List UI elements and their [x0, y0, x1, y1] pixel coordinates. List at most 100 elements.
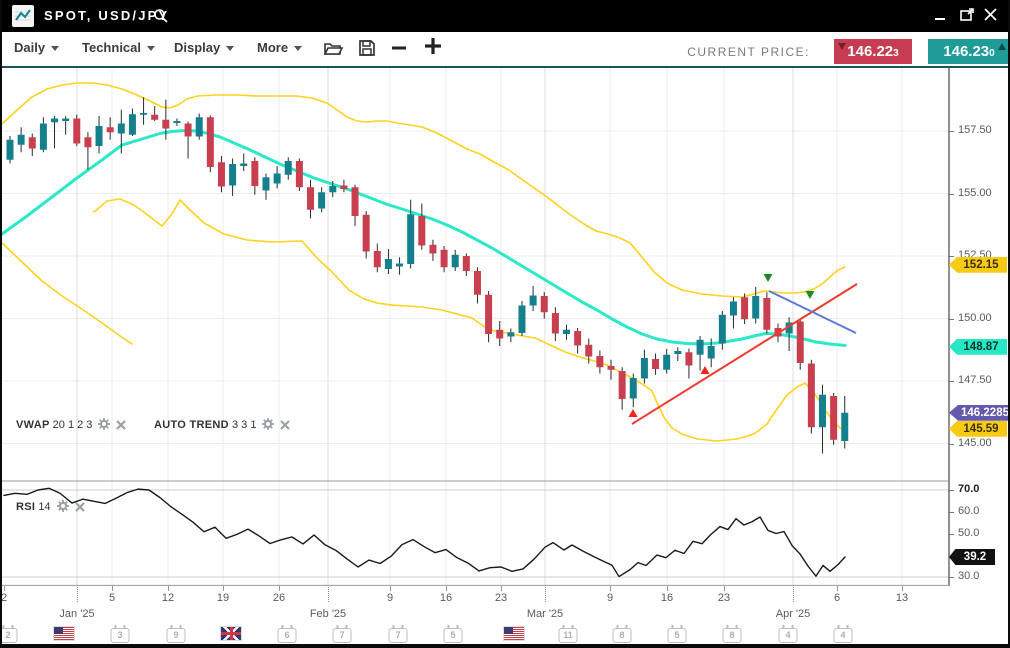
price-axis-line[interactable] [948, 68, 950, 586]
current-price-label: CURRENT PRICE: [687, 45, 810, 59]
month-tick [793, 587, 795, 602]
price-axis-tick [948, 256, 954, 257]
close-x-icon[interactable] [280, 420, 291, 433]
menu-display[interactable]: Display [174, 40, 235, 55]
date-tick [610, 586, 611, 591]
date-tick [168, 586, 169, 591]
price-axis-tick [948, 381, 954, 382]
date-tick [837, 586, 838, 591]
candle-up [396, 263, 404, 267]
rsi-axis-tick [948, 577, 954, 578]
price-axis-label: 150.00 [958, 311, 992, 324]
close-icon[interactable] [982, 6, 1000, 24]
menu-daily[interactable]: Daily [14, 40, 60, 55]
popout-button[interactable] [958, 6, 976, 24]
candle-up [117, 123, 125, 134]
price-axis-tick [948, 443, 954, 445]
month-tick [77, 587, 79, 602]
candle-down [652, 359, 660, 369]
menu-technical[interactable]: Technical [82, 40, 156, 55]
zoom-in-icon[interactable] [422, 35, 444, 64]
calendar-event-icon: 5 [667, 625, 687, 643]
gear-icon[interactable] [56, 500, 69, 515]
candle-down [551, 313, 559, 334]
candle-down [340, 185, 348, 189]
calendar-event-icon: 2 [2, 625, 18, 643]
candle-down [574, 331, 582, 346]
gear-icon[interactable] [262, 418, 275, 433]
month-label: Jan '25 [59, 608, 95, 620]
calendar-event-icon: 8 [612, 625, 632, 643]
candle-up [507, 332, 515, 337]
month-tick [328, 587, 330, 602]
price-badge: 148.87 [949, 338, 1007, 355]
date-label: 5 [108, 592, 116, 604]
date-tick [902, 586, 903, 591]
auto-trend-legend: AUTO TREND 3 3 1 [154, 418, 291, 433]
close-x-icon[interactable] [116, 420, 127, 433]
rsi-axis-label: 50.0 [958, 526, 980, 539]
window-titlebar: SPOT, USD/JPY [2, 0, 1008, 32]
candle-down [807, 363, 815, 428]
date-label: 23 [494, 592, 508, 604]
date-label: 16 [660, 592, 674, 604]
candle-down [28, 137, 36, 149]
menu-more[interactable]: More [257, 40, 303, 55]
candle-down [540, 296, 548, 313]
save-icon[interactable] [357, 38, 377, 63]
candle-up [563, 329, 570, 334]
flag-us-flag-icon [54, 627, 74, 640]
candle-up [785, 322, 793, 334]
date-tick [667, 586, 668, 591]
candle-down [73, 118, 81, 144]
date-label: 16 [439, 592, 453, 604]
date-tick [724, 586, 725, 591]
candle-up [529, 295, 537, 306]
price-up-arrow-icon [998, 43, 1006, 50]
vwap-lower-band [93, 198, 848, 442]
window-title: SPOT, USD/JPY [44, 8, 170, 23]
candle-down [184, 123, 192, 137]
month-label: Feb '25 [309, 608, 347, 620]
candle-up [6, 139, 14, 160]
app-logo [12, 5, 34, 27]
toolbar: Daily Technical Display More CURRENT PRI… [2, 32, 1008, 68]
candle-down [251, 161, 259, 186]
folder-open-icon[interactable] [322, 38, 344, 63]
chevron-down-icon [147, 46, 156, 52]
calendar-event-icon: 4 [778, 625, 798, 643]
candle-up [629, 378, 637, 399]
calendar-event-icon: 5 [443, 625, 463, 643]
time-axis[interactable]: 2 5 12 19 26 9 16 23 9 16 23 6 13 Jan '25 Feb '25 Mar '… [2, 586, 948, 644]
candle-down [106, 127, 114, 133]
date-tick [112, 586, 113, 591]
candle-down [295, 161, 303, 188]
search-icon[interactable] [153, 8, 169, 29]
candle-down [373, 251, 381, 268]
price-axis-tick [948, 318, 954, 320]
candle-up [696, 339, 704, 355]
buy-signal-triangle [700, 366, 710, 374]
vwap-line [2, 129, 847, 347]
close-x-icon[interactable] [74, 502, 85, 515]
minimize-button[interactable] [932, 6, 950, 24]
candle-up [663, 354, 671, 370]
candle-up [62, 118, 70, 121]
rsi-value-badge: 39.2 [949, 548, 995, 565]
candle-up [407, 214, 415, 264]
date-label: 2 [0, 592, 8, 604]
chevron-down-icon [294, 46, 303, 52]
candle-down [796, 321, 804, 363]
month-tick [545, 587, 547, 602]
chevron-down-icon [226, 46, 235, 52]
candle-down [485, 294, 493, 334]
zoom-out-icon[interactable] [390, 40, 408, 61]
candle-up [752, 296, 760, 319]
candle-down [151, 114, 159, 120]
date-label: 12 [161, 592, 175, 604]
chart-surface[interactable] [2, 68, 948, 586]
candle-up [318, 192, 326, 209]
candle-up [240, 163, 248, 166]
candle-down [362, 214, 370, 252]
gear-icon[interactable] [98, 418, 111, 433]
